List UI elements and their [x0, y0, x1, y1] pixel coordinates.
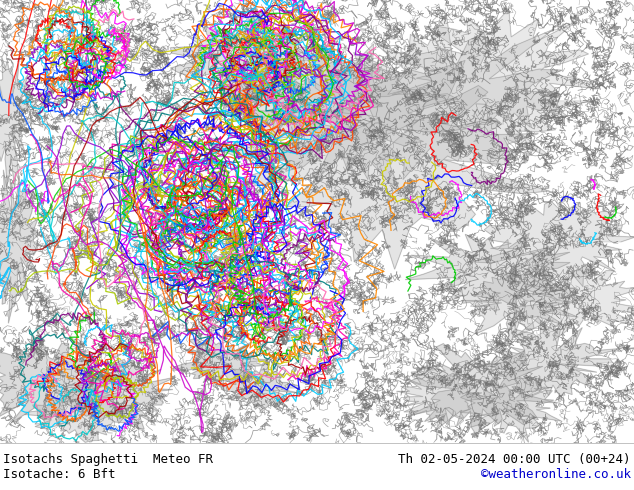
Polygon shape: [315, 13, 594, 179]
Polygon shape: [461, 270, 578, 348]
Polygon shape: [410, 343, 557, 437]
Polygon shape: [236, 44, 467, 196]
Polygon shape: [69, 360, 176, 429]
Polygon shape: [171, 9, 326, 107]
Polygon shape: [508, 264, 634, 341]
Text: ©weatheronline.co.uk: ©weatheronline.co.uk: [481, 467, 631, 481]
Text: Isotachs Spaghetti  Meteo FR: Isotachs Spaghetti Meteo FR: [3, 453, 213, 466]
Polygon shape: [460, 380, 561, 442]
Text: Isotache: 6 Bft: Isotache: 6 Bft: [3, 467, 115, 481]
Polygon shape: [0, 170, 39, 323]
Polygon shape: [405, 233, 570, 312]
Polygon shape: [473, 201, 634, 290]
Polygon shape: [392, 9, 598, 128]
Polygon shape: [396, 373, 488, 425]
Polygon shape: [25, 385, 142, 442]
Polygon shape: [0, 57, 34, 190]
Polygon shape: [211, 31, 410, 151]
Polygon shape: [173, 336, 268, 391]
Polygon shape: [209, 60, 550, 269]
Polygon shape: [481, 320, 622, 398]
Text: Th 02-05-2024 00:00 UTC (00+24): Th 02-05-2024 00:00 UTC (00+24): [398, 453, 631, 466]
Polygon shape: [221, 363, 301, 411]
Polygon shape: [0, 335, 129, 428]
